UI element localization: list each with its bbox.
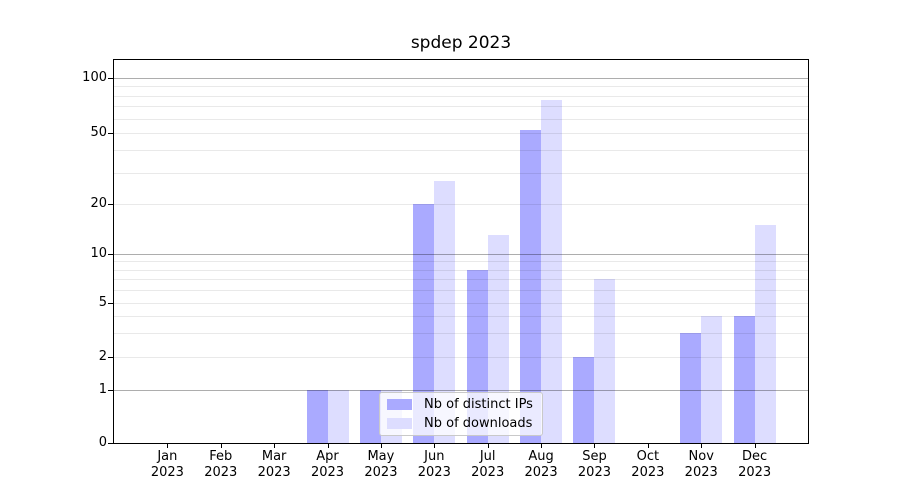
y-tick-mark [108, 78, 114, 79]
major-gridline [114, 78, 808, 79]
bar-distinct-ips [573, 357, 595, 443]
x-tick-label: Aug 2023 [524, 449, 558, 480]
y-tick-label: 20 [90, 196, 107, 211]
major-gridline [114, 254, 808, 255]
y-tick-mark [108, 390, 114, 391]
chart-title: spdep 2023 [410, 33, 512, 53]
bar-downloads [541, 99, 563, 443]
plot-area: Nb of distinct IPs Nb of downloads [113, 59, 809, 444]
minor-gridline [114, 269, 808, 271]
minor-gridline [114, 333, 808, 335]
x-tick-label: Apr 2023 [310, 449, 345, 480]
y-tick-mark [108, 204, 114, 205]
bar-downloads [594, 279, 616, 443]
legend: Nb of distinct IPs Nb of downloads [379, 392, 543, 436]
x-tick-mark [220, 443, 222, 448]
legend-label-distinct-ips: Nb of distinct IPs [424, 397, 533, 412]
bar-distinct-ips [520, 129, 542, 443]
bar-downloads [434, 180, 456, 443]
x-tick-mark [647, 443, 649, 448]
y-tick-mark [108, 254, 114, 255]
x-tick-mark [541, 443, 543, 448]
x-tick-mark [434, 443, 436, 448]
x-tick-mark [754, 443, 756, 448]
bar-distinct-ips [359, 390, 381, 443]
y-tick-label: 1 [98, 382, 107, 397]
minor-gridline [114, 86, 808, 88]
y-tick-label: 100 [82, 70, 107, 85]
x-tick-label: Jun 2023 [417, 449, 451, 480]
legend-label-downloads: Nb of downloads [424, 416, 533, 431]
bar-downloads [701, 316, 723, 443]
x-tick-label: Jul 2023 [471, 449, 505, 480]
minor-gridline [114, 95, 808, 97]
bars-layer [114, 60, 808, 443]
x-tick-mark [274, 443, 276, 448]
bar-downloads [327, 390, 349, 443]
x-tick-mark [167, 443, 169, 448]
bar-distinct-ips [306, 390, 328, 443]
x-tick-label: Nov 2023 [684, 449, 718, 480]
legend-item-downloads: Nb of downloads [387, 416, 542, 431]
minor-gridline [114, 172, 808, 174]
gridlines-layer [114, 60, 808, 443]
minor-gridline [114, 303, 808, 304]
y-tick-label: 5 [98, 295, 107, 310]
minor-gridline [114, 290, 808, 292]
x-tick-mark [594, 443, 596, 448]
x-tick-label: Oct 2023 [631, 449, 665, 480]
y-tick-label: 10 [90, 246, 107, 261]
bar-distinct-ips [680, 333, 702, 443]
minor-gridline [114, 357, 808, 358]
x-tick-label: Feb 2023 [204, 449, 238, 480]
y-tick-mark [108, 357, 114, 358]
minor-gridline [114, 118, 808, 120]
y-tick-mark [108, 303, 114, 304]
minor-gridline [114, 150, 808, 152]
y-tick-mark [108, 133, 114, 134]
x-tick-mark [701, 443, 703, 448]
x-tick-label: May 2023 [364, 449, 398, 480]
major-gridline [114, 390, 808, 391]
minor-gridline [114, 261, 808, 263]
bar-distinct-ips [413, 204, 435, 443]
x-tick-mark [380, 443, 382, 448]
legend-swatch-distinct-ips [387, 399, 412, 410]
bar-downloads [487, 235, 509, 443]
y-tick-label: 2 [98, 349, 107, 364]
legend-swatch-downloads [387, 418, 412, 429]
y-tick-mark [108, 443, 114, 444]
minor-gridline [114, 133, 808, 134]
minor-gridline [114, 316, 808, 318]
x-tick-mark [487, 443, 489, 448]
bar-downloads [754, 224, 776, 443]
minor-gridline [114, 106, 808, 108]
legend-item-distinct-ips: Nb of distinct IPs [387, 397, 542, 412]
minor-gridline [114, 204, 808, 205]
x-tick-label: Dec 2023 [738, 449, 772, 480]
x-tick-mark [327, 443, 329, 448]
minor-gridline [114, 279, 808, 281]
y-tick-label: 0 [98, 435, 107, 450]
bar-distinct-ips [733, 316, 755, 443]
x-tick-label: Sep 2023 [577, 449, 611, 480]
x-tick-label: Jan 2023 [150, 449, 184, 480]
y-tick-label: 50 [90, 125, 107, 140]
x-tick-label: Mar 2023 [257, 449, 291, 480]
